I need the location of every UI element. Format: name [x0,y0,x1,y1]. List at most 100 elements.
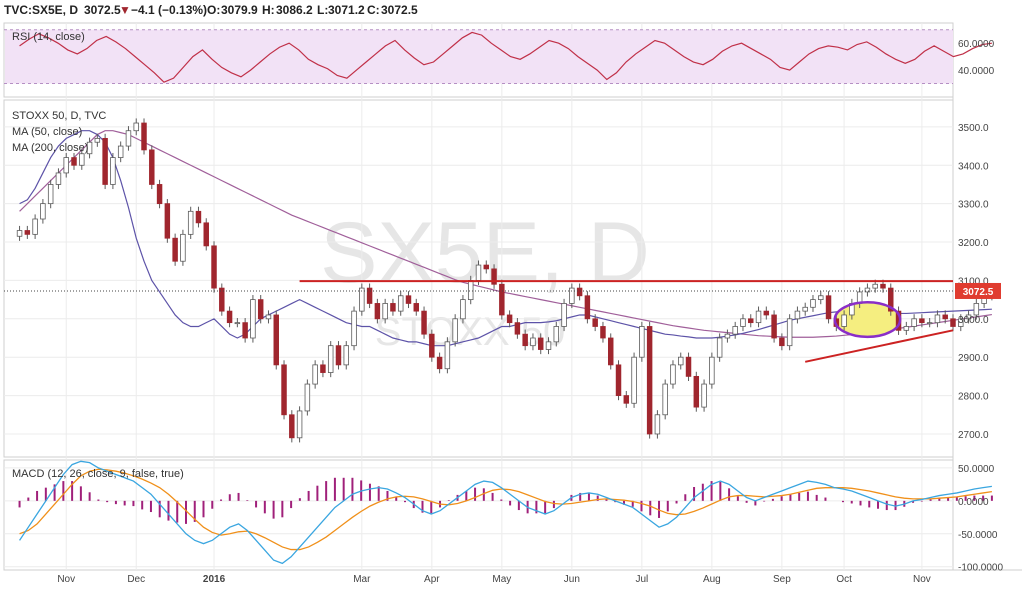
price-tick-label-2: 3300.0 [958,200,989,211]
watermark: SX5E, D STOXX 50 [320,205,650,354]
x-tick-label-10: Oct [836,574,852,585]
price-tick-label-7: 2800.0 [958,392,989,403]
candle-body-23 [195,210,202,224]
candle-body-110 [872,283,878,289]
candle-body-100 [794,310,801,320]
candle-body-103 [818,295,824,301]
candle-body-21 [180,233,186,262]
macd-pane [18,460,993,565]
candle-body-120 [950,318,956,327]
candle-body-35 [289,414,295,439]
macd-tick-label-2: -50.0000 [958,530,998,541]
candle-body-10 [94,137,101,143]
candle-body-25 [211,245,217,289]
macd-tick-label-0: 50.0000 [958,464,995,475]
candle-body-44 [359,287,365,312]
header-open: 3079.9 [221,3,258,17]
candle-body-4 [47,184,54,205]
candle-body-14 [125,130,132,147]
watermark-main: SX5E, D [320,205,650,301]
candle-body-98 [779,337,785,347]
watermark-sub: STOXX 50 [375,310,565,354]
candle-body-95 [755,310,762,324]
macd-title: MACD (12, 26, close, 9, false, true) [12,468,184,480]
x-tick-label-4: Apr [424,574,440,585]
x-tick-label-9: Sep [773,574,791,585]
candle-body-121 [958,318,964,327]
candle-body-45 [366,287,373,304]
candle-body-92 [732,326,738,335]
candle-body-13 [117,145,124,158]
candle-body-88 [701,383,707,408]
candle-body-11 [102,137,108,185]
rsi-pane [4,29,992,85]
candle-body-78 [623,395,630,404]
candle-body-40 [327,345,334,373]
header-symbol[interactable]: TVC:SX5E, D [4,3,78,17]
candle-body-97 [771,314,777,339]
candle-body-64 [514,322,521,335]
candle-body-33 [273,314,279,366]
candle-body-53 [429,333,435,358]
candle-body-57 [460,299,466,320]
candle-body-26 [219,287,225,312]
grid [4,23,953,570]
candle-body-36 [296,410,303,439]
candle-body-34 [281,364,287,416]
candle-body-79 [631,356,637,404]
candle-body-106 [841,314,847,327]
candle-body-90 [716,337,723,358]
candle-body-82 [654,414,661,435]
header-close-label: C: [367,3,380,17]
candle-body-27 [226,310,233,324]
candle-body-49 [397,295,404,312]
last-price-tag [955,282,1001,299]
x-tick-label-1: Dec [127,574,145,585]
candle-body-60 [483,264,490,270]
candle-body-122 [965,314,972,320]
candle-body-101 [802,306,808,312]
candle-body-7 [71,157,77,166]
candle-body-5 [55,172,62,185]
candle-body-37 [304,383,311,412]
header-bar: TVC:SX5E, D 3072.5 ▼ −4.1 (−0.13%) O: 30… [4,3,418,17]
candle-body-96 [763,310,770,316]
candle-body-32 [265,314,272,320]
candle-body-87 [693,375,700,408]
macd-tick-label-1: 0.0000 [958,497,989,508]
candle-body-119 [942,314,948,320]
pane-frames [3,22,1022,571]
candle-body-69 [553,326,560,343]
last-price-label: 3072.5 [963,287,994,298]
candle-body-38 [312,364,318,385]
rsi-line [19,31,992,83]
candle-body-73 [584,295,591,320]
candle-body-50 [405,295,412,304]
candle-body-123 [973,303,980,316]
ma50-legend: MA (50, close) [12,126,82,138]
x-tick-label-3: Mar [353,574,371,585]
candle-body-68 [545,341,552,350]
candle-body-111 [880,283,886,289]
price-tick-label-8: 2700.0 [958,430,989,441]
candle-body-39 [320,364,326,373]
price-tick-label-0: 3500.0 [958,123,989,134]
candle-body-75 [600,326,606,339]
x-tick-label-11: Nov [913,574,931,585]
rsi-title: RSI (14, close) [12,31,85,43]
macd-tick-label-3: -100.0000 [958,563,1003,574]
candle-body-76 [608,337,614,366]
candle-body-109 [864,287,871,293]
candle-body-56 [452,318,458,343]
candle-body-99 [786,318,793,347]
x-tick-label-5: May [492,574,511,585]
rsi-tick-label-1: 40.0000 [958,66,995,77]
rsi-tick-label-0: 60.0000 [958,39,995,50]
header-low: 3071.2 [328,3,365,17]
candle-body-65 [522,333,528,347]
candle-body-46 [374,303,381,320]
candle-body-55 [444,341,451,370]
x-tick-label-8: Aug [703,574,721,585]
candle-body-28 [234,322,241,325]
candle-body-83 [662,383,668,416]
